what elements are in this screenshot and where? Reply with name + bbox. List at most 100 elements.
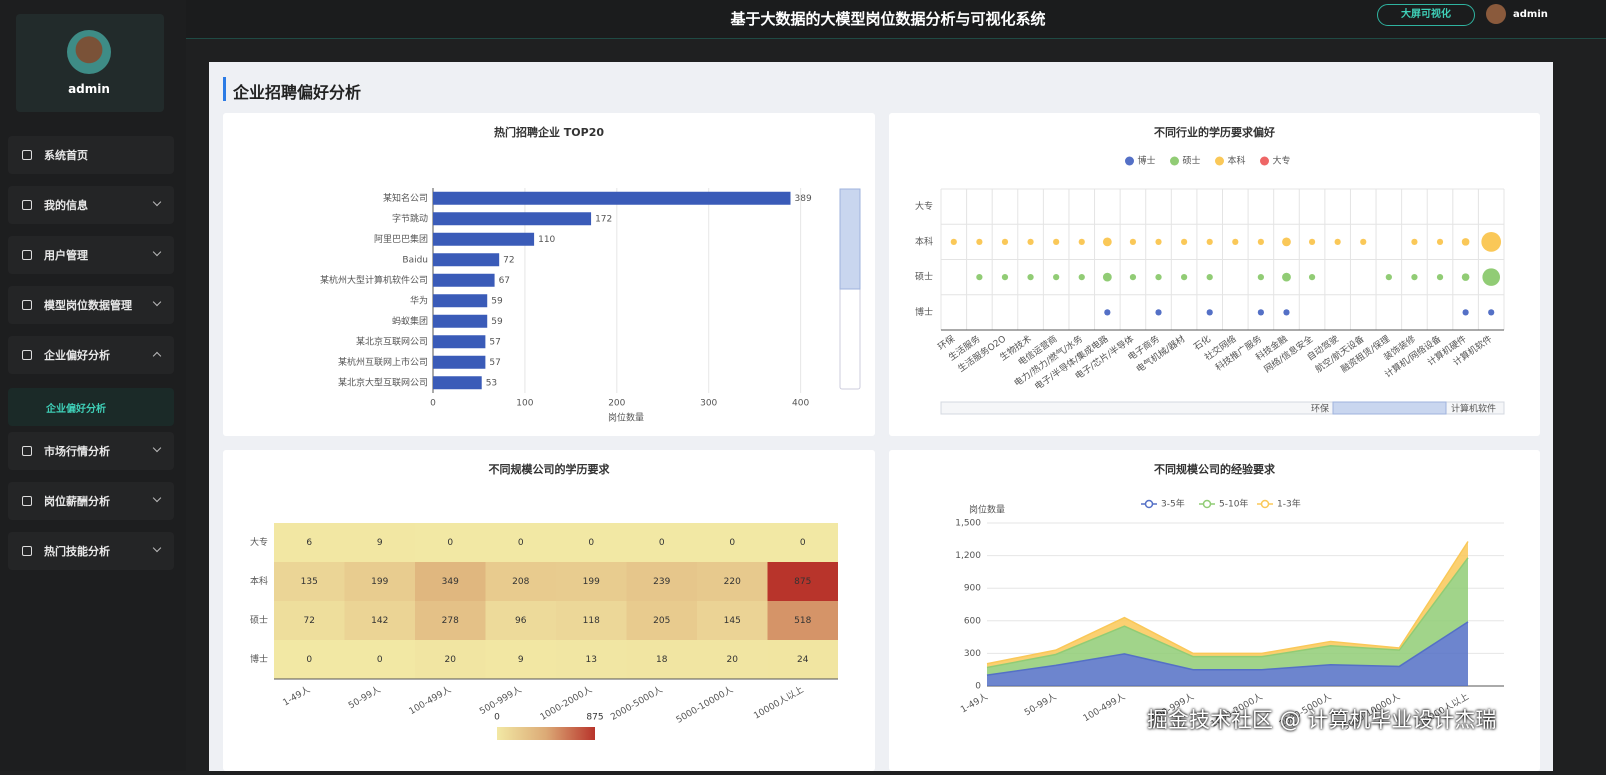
menu-arrow [152, 247, 162, 257]
cell-label: 9 [377, 538, 383, 548]
visual-map-label: 0 [494, 713, 500, 723]
x-tick-label: 5000-10000人 [674, 684, 735, 725]
heat-cell [344, 640, 415, 679]
heat-cell [767, 523, 838, 562]
legend-marker [1170, 156, 1179, 166]
bar [433, 355, 486, 369]
menu-item[interactable]: 系统首页 [8, 136, 174, 174]
y-tick-label: 博士 [250, 653, 268, 665]
bar [433, 212, 592, 226]
value-label: 389 [795, 194, 812, 204]
menu-item[interactable]: 企业偏好分析 [8, 336, 174, 374]
bubble [1129, 274, 1137, 281]
value-label: 53 [486, 378, 497, 388]
menu-icon [22, 150, 32, 160]
heat-cell [344, 523, 415, 562]
menu-label: 系统首页 [44, 149, 88, 162]
cell-label: 0 [518, 538, 524, 548]
menu-arrow [152, 443, 162, 453]
heat-cell [556, 562, 627, 601]
bubble [1155, 274, 1162, 281]
big-screen-button[interactable]: 大屏可视化 [1377, 4, 1475, 26]
bubble [1104, 309, 1111, 316]
heat-cell [556, 523, 627, 562]
menu-label: 模型岗位数据管理 [44, 299, 132, 312]
menu-icon [22, 350, 32, 360]
area-fill [987, 557, 1468, 676]
y-tick-label: 900 [964, 584, 981, 594]
cell-label: 0 [447, 538, 453, 548]
y-tick-label: 某北京互联网公司 [356, 335, 428, 347]
cell-label: 18 [656, 655, 668, 665]
menu-item[interactable]: 热门技能分析 [8, 532, 174, 570]
cell-label: 9 [518, 655, 524, 665]
bubble [1308, 238, 1316, 245]
bubble [976, 238, 983, 245]
user-avatar[interactable] [1486, 4, 1506, 24]
menu-label: 市场行情分析 [44, 445, 110, 458]
heat-cell [274, 640, 345, 679]
avatar [67, 30, 111, 74]
cell-label: 0 [377, 655, 383, 665]
bubble [1436, 274, 1444, 281]
heat-cell [344, 562, 415, 601]
bubble [1257, 274, 1264, 281]
cell-label: 220 [724, 577, 741, 587]
x-tick-label: 400 [792, 399, 809, 409]
bubble [1282, 272, 1291, 282]
legend-marker [1125, 156, 1134, 166]
chart-title: 热门招聘企业 TOP20 [494, 125, 604, 139]
bar [433, 253, 500, 267]
bubble [1181, 274, 1188, 281]
bubble [1078, 238, 1085, 245]
header-user[interactable]: admin [1513, 9, 1548, 20]
y-tick-label: 300 [964, 649, 981, 659]
menu-arrow [152, 543, 162, 553]
y-tick-label: 华为 [410, 294, 428, 306]
menu-icon [22, 546, 32, 556]
menu-item[interactable]: 市场行情分析 [8, 432, 174, 470]
cell-label: 349 [442, 577, 459, 587]
cell-label: 205 [653, 616, 670, 626]
bubble [1283, 309, 1290, 316]
y-tick-label: 硕士 [915, 271, 933, 283]
menu-icon [22, 496, 32, 506]
y-tick-label: 本科 [915, 235, 933, 247]
bubble [1129, 238, 1137, 245]
legend-label: 大专 [1273, 155, 1291, 167]
submenu-item[interactable]: 企业偏好分析 [8, 388, 174, 426]
menu-item[interactable]: 用户管理 [8, 236, 174, 274]
bubble [1385, 274, 1392, 281]
y-tick-label: 字节跳动 [392, 212, 428, 224]
cell-label: 0 [306, 655, 312, 665]
zoom-window [1332, 401, 1447, 415]
menu-item[interactable]: 我的信息 [8, 186, 174, 224]
menu-item[interactable]: 模型岗位数据管理 [8, 286, 174, 324]
page-title: 企业招聘偏好分析 [233, 83, 362, 102]
cell-label: 20 [445, 655, 457, 665]
x-tick-label: 1-49人 [281, 684, 312, 708]
cell-label: 135 [301, 577, 318, 587]
heat-cell [556, 640, 627, 679]
bubble [1206, 309, 1213, 316]
chart-title: 不同规模公司的经验要求 [1154, 462, 1276, 476]
legend-label: 1-3年 [1277, 498, 1301, 510]
heat-cell [697, 640, 768, 679]
bubble [1001, 274, 1009, 281]
bubble [950, 238, 957, 245]
legend-label: 博士 [1138, 155, 1156, 167]
menu-label: 岗位薪酬分析 [44, 495, 110, 508]
cell-label: 118 [583, 616, 600, 626]
cell-label: 208 [512, 577, 529, 587]
heat-cell [274, 562, 345, 601]
x-tick-label: 500-999人 [478, 684, 524, 717]
cell-label: 20 [727, 655, 739, 665]
watermark: 掘金技术社区 @ 计算机毕业设计杰瑞 [1147, 708, 1497, 732]
heat-cell [626, 523, 697, 562]
menu-item[interactable]: 岗位薪酬分析 [8, 482, 174, 520]
sidebar: admin 系统首页 我的信息 用户管理 模型岗位数据管理 企业偏好分析 市场行情分析 岗位… [0, 0, 186, 771]
menu-arrow [152, 197, 162, 207]
x-tick-label: 10000人以上 [752, 684, 806, 721]
heat-cell [697, 601, 768, 640]
